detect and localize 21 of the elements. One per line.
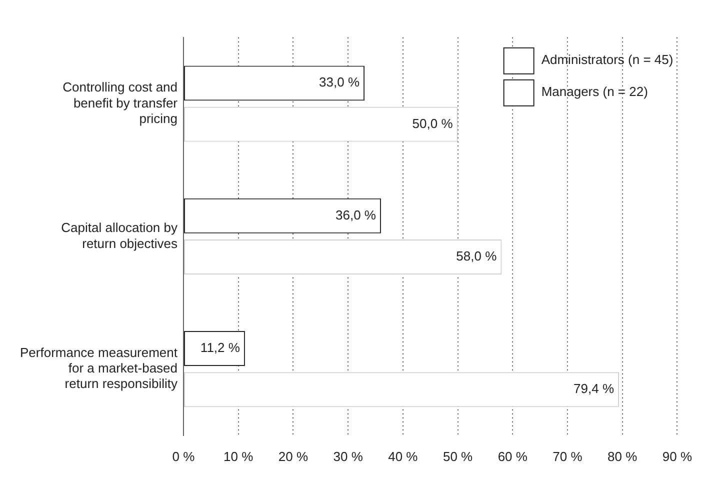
data-label: 58,0 % <box>456 248 498 264</box>
legend-label: Managers (n = 22) <box>541 84 648 99</box>
y-tick-label: Controlling cost and benefit by transfer pricing <box>62 80 178 126</box>
legend-label: Administrators (n = 45) <box>541 52 674 67</box>
x-tick-label: 0 % <box>172 448 196 464</box>
x-tick-label: 50 % <box>442 448 474 464</box>
x-tick-label: 90 % <box>662 448 692 464</box>
y-tick-label: Capital allocation by return objectives <box>61 220 178 251</box>
x-tick-label: 60 % <box>498 448 528 464</box>
x-tick-label: 80 % <box>608 448 638 464</box>
x-tick-label: 10 % <box>224 448 254 464</box>
data-label: 79,4 % <box>574 381 614 396</box>
x-tick-label: 40 % <box>388 448 418 464</box>
y-tick-label: Performance measurement for a market-based return responsibility <box>20 345 178 392</box>
x-tick-label: 20 % <box>278 448 308 464</box>
data-label: 11,2 % <box>200 340 240 356</box>
x-tick-label: 70 % <box>552 448 583 464</box>
data-label: 36,0 % <box>335 207 376 222</box>
data-label: 33,0 % <box>319 74 360 90</box>
data-label: 50,0 % <box>412 116 454 131</box>
x-tick-label: 30 % <box>333 448 364 464</box>
